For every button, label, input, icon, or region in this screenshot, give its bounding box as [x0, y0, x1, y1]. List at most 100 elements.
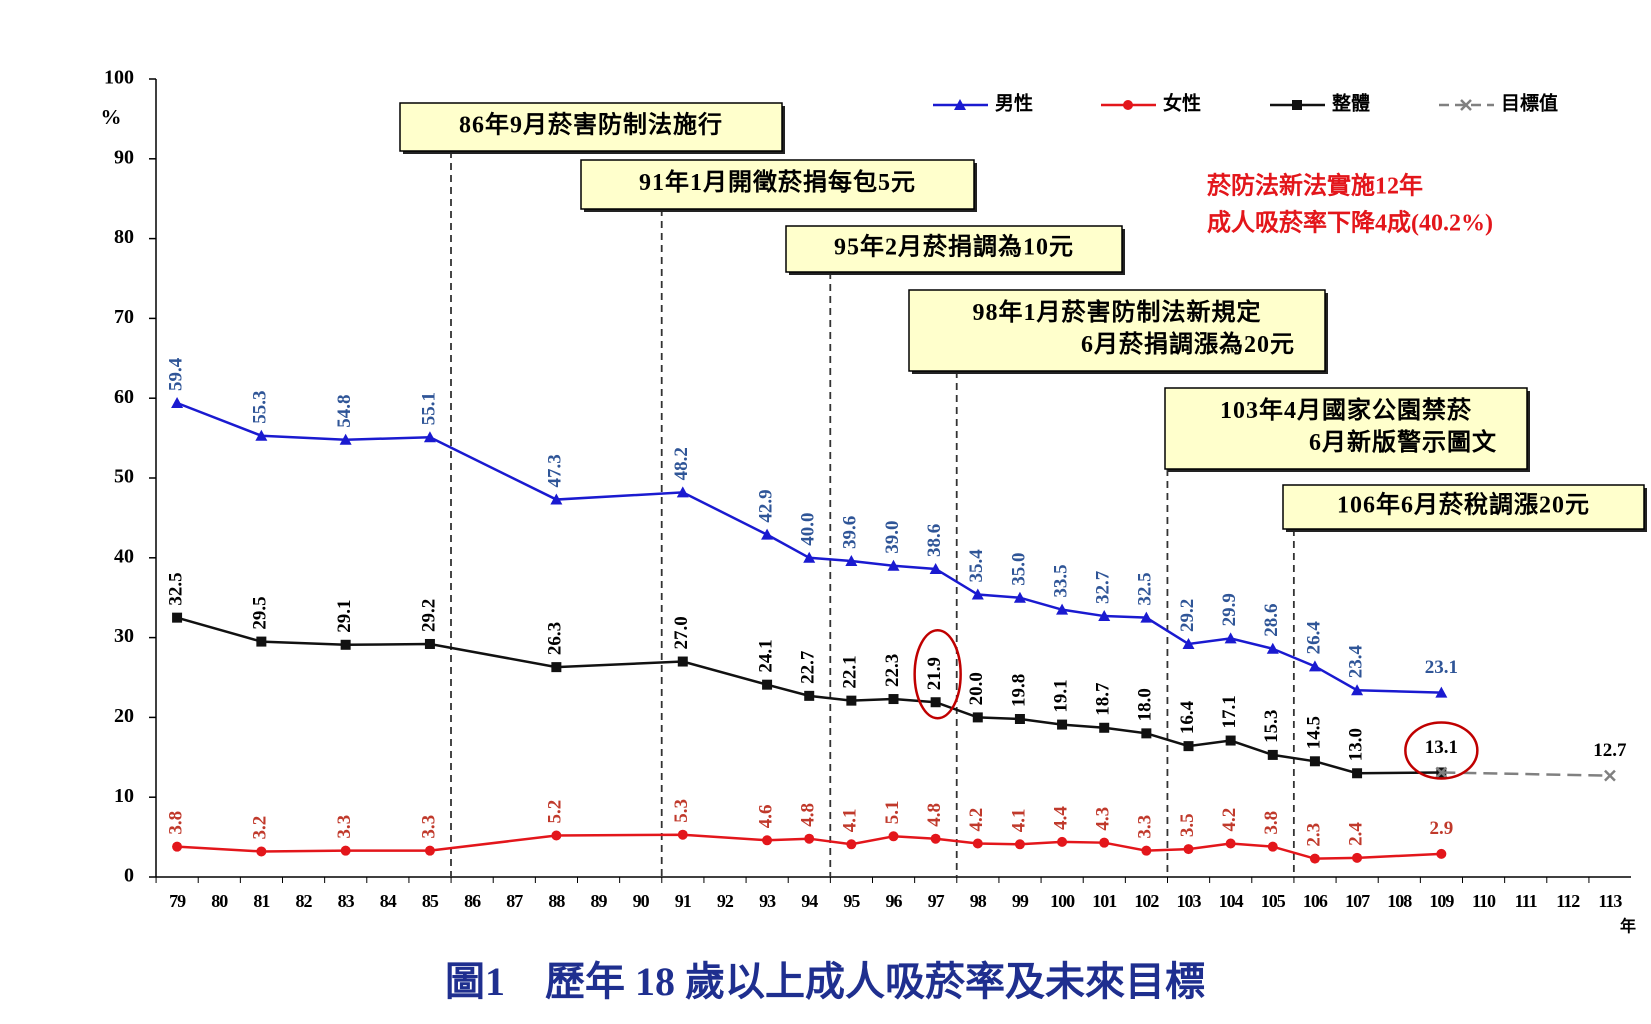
- x-tick-label: 89: [591, 891, 608, 911]
- value-label: 29.9: [1219, 593, 1240, 626]
- point: [424, 845, 435, 856]
- value-label: 38.6: [924, 524, 945, 557]
- point: [1604, 769, 1616, 782]
- x-tick-label: 88: [548, 891, 565, 911]
- value-label: 21.9: [924, 657, 945, 690]
- point: [1266, 642, 1279, 654]
- point: [1435, 766, 1448, 779]
- point: [1352, 852, 1363, 863]
- point: [888, 831, 899, 842]
- value-label: 13.1: [1425, 737, 1458, 758]
- x-tick-label: 107: [1345, 891, 1370, 911]
- point: [1267, 749, 1278, 760]
- y-tick-label: 60: [114, 386, 134, 408]
- point: [971, 588, 984, 600]
- x-tick-label: 101: [1092, 891, 1117, 911]
- point: [676, 486, 689, 498]
- point: [1099, 722, 1110, 733]
- x-tick-label: 87: [506, 891, 523, 911]
- x-tick-label: 110: [1472, 891, 1496, 911]
- value-label: 19.1: [1050, 679, 1071, 712]
- value-label: 40.0: [798, 513, 819, 546]
- x-tick-label: 97: [928, 891, 945, 911]
- point: [551, 830, 562, 841]
- value-label: 39.0: [882, 521, 903, 554]
- x-tick-label: 79: [169, 891, 186, 911]
- value-label: 3.8: [1261, 811, 1282, 835]
- series-line: [1441, 771, 1610, 777]
- value-label: 23.1: [1425, 657, 1458, 678]
- x-tick-label: 81: [253, 891, 270, 911]
- value-label: 33.5: [1050, 564, 1071, 597]
- chart-title: 圖1 歷年 18 歲以上成人吸菸率及未來目標: [445, 959, 1205, 1004]
- value-label: 4.2: [1219, 808, 1240, 832]
- point: [972, 838, 983, 849]
- point: [1056, 603, 1069, 615]
- x-tick-label: 90: [633, 891, 650, 911]
- value-label: 4.2: [966, 808, 987, 832]
- value-label: 16.4: [1177, 700, 1198, 734]
- value-label: 19.8: [1008, 674, 1029, 707]
- x-tick-label: 113: [1598, 891, 1622, 911]
- x-tick-label: 106: [1303, 891, 1328, 911]
- value-label: 13.0: [1345, 728, 1366, 761]
- y-tick-label: 100: [104, 67, 134, 89]
- value-label: 48.2: [671, 447, 692, 480]
- point: [1098, 610, 1111, 622]
- value-label: 4.8: [924, 803, 945, 827]
- y-tick-label: 20: [114, 705, 134, 727]
- point: [256, 636, 267, 647]
- x-tick-label: 100: [1050, 891, 1075, 911]
- y-tick-label: 80: [114, 226, 134, 248]
- value-label: 17.1: [1219, 695, 1240, 728]
- x-tick-label: 85: [422, 891, 439, 911]
- value-label: 4.4: [1050, 806, 1071, 830]
- value-label: 29.1: [334, 600, 355, 633]
- value-label: 26.4: [1303, 621, 1324, 655]
- point: [1057, 836, 1068, 847]
- point: [1183, 741, 1194, 752]
- value-label: 3.3: [1135, 815, 1156, 839]
- point: [929, 562, 942, 574]
- highlight: [1404, 721, 1479, 780]
- point: [550, 493, 563, 505]
- y-tick-label: 40: [114, 545, 134, 567]
- event-text: 106年6月菸稅調漲20元: [1337, 491, 1590, 519]
- point: [1435, 686, 1448, 698]
- value-label: 18.0: [1135, 688, 1156, 721]
- value-label: 3.8: [165, 811, 186, 835]
- point: [930, 697, 941, 708]
- point: [1224, 632, 1237, 644]
- value-label: 4.1: [840, 809, 861, 833]
- legend-label: 男性: [995, 91, 1033, 114]
- event-box: [1282, 484, 1645, 530]
- value-label: 55.1: [418, 392, 439, 425]
- value-label: 54.8: [334, 394, 355, 427]
- x-tick-label: 93: [759, 891, 776, 911]
- point: [804, 833, 815, 844]
- value-label: 3.3: [418, 815, 439, 839]
- x-tick-label: 91: [675, 891, 692, 911]
- x-tick-label: 94: [801, 891, 818, 911]
- point: [846, 839, 857, 850]
- value-label: 20.0: [966, 672, 987, 705]
- value-label: 4.1: [1008, 809, 1029, 833]
- value-label: 29.2: [1177, 599, 1198, 632]
- value-label: 26.3: [545, 622, 566, 655]
- note: 菸防法新法實施12年: [1207, 172, 1423, 200]
- value-label: 5.1: [882, 801, 903, 825]
- value-label: 4.6: [755, 805, 776, 829]
- point: [972, 712, 983, 723]
- value-label: 27.0: [671, 616, 692, 649]
- value-label: 59.4: [165, 357, 186, 391]
- x-tick-label: 105: [1261, 891, 1286, 911]
- event-text: 95年2月菸捐調為10元: [834, 233, 1074, 261]
- value-label: 32.5: [165, 572, 186, 605]
- value-label: 55.3: [250, 390, 271, 423]
- x-tick-label: 111: [1515, 891, 1538, 911]
- point: [551, 662, 562, 673]
- x-tick-label: 96: [886, 891, 903, 911]
- point: [1351, 684, 1364, 696]
- y-tick-label: 50: [114, 466, 134, 488]
